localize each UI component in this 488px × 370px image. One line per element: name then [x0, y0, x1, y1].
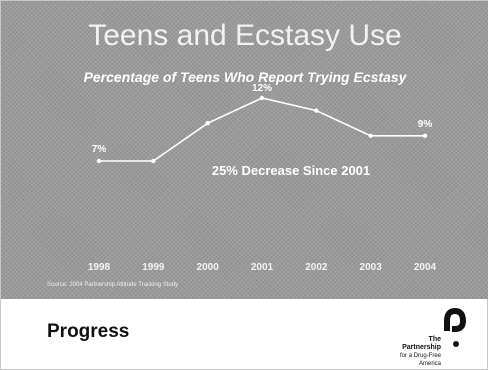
data-point-1999 [151, 158, 156, 164]
data-point-2003 [368, 133, 373, 138]
x-tick-label-1998: 1998 [88, 262, 111, 273]
data-point-2000 [205, 121, 210, 126]
question-mark-logo-icon [444, 307, 467, 347]
x-tick-label-2002: 2002 [305, 262, 328, 273]
data-point-2004 [422, 133, 428, 138]
data-label-2001: 12% [252, 83, 272, 94]
logo-line-2: for a Drug-Free [399, 353, 441, 359]
x-tick-label-2003: 2003 [360, 262, 383, 273]
chart-subtitle: Percentage of Teens Who Report Trying Ec… [84, 69, 408, 85]
data-point-2001 [259, 95, 265, 101]
logo-text: The Partnership for a Drug-Free America [397, 336, 441, 368]
source-note: Source: 2004 Partnership Attitude Tracki… [47, 282, 178, 288]
decrease-annotation: 25% Decrease Since 2001 [212, 163, 370, 178]
x-tick-label-2001: 2001 [251, 262, 274, 273]
data-label-1998: 7% [92, 144, 107, 155]
logo-line-3: America [418, 361, 441, 367]
x-tick-label-2004: 2004 [414, 262, 437, 273]
footer-title: Progress [47, 321, 130, 342]
x-tick-label-2000: 2000 [197, 262, 220, 273]
ecstasy-use-line-chart: Teens and Ecstasy Use Percentage of Teen… [47, 19, 437, 288]
data-label-2004: 9% [418, 119, 433, 130]
series-line [99, 97, 425, 162]
x-tick-label-1999: 1999 [142, 262, 165, 273]
chart-panel: Teens and Ecstasy Use Percentage of Teen… [1, 1, 488, 299]
partnership-logo: The Partnership for a Drug-Free America [397, 307, 467, 367]
chart-title: Teens and Ecstasy Use [88, 19, 402, 52]
data-point-1998 [96, 158, 102, 164]
logo-line-1: The Partnership [402, 336, 441, 351]
data-point-2002 [314, 108, 319, 113]
